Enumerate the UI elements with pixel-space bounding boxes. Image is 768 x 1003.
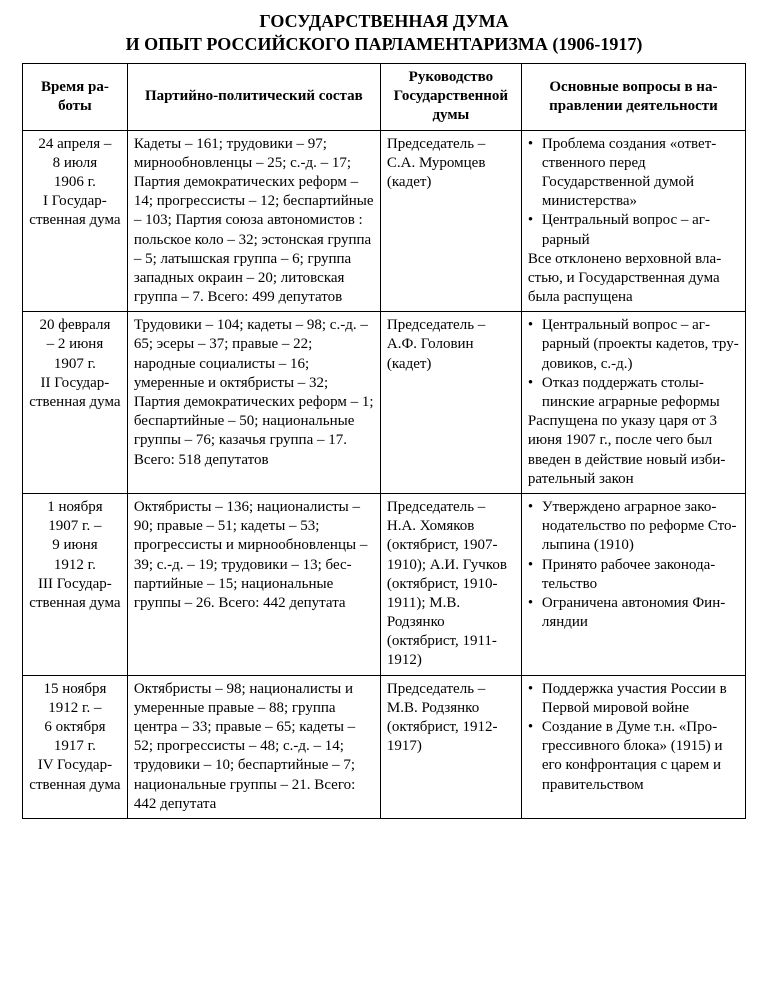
time-text: 20 февраля – 2 июня 1907 г. II Государ­с… xyxy=(29,317,120,410)
cell-issues: Утверждено аграрное зако­нодательство по… xyxy=(521,493,745,675)
issues-list: Центральный вопрос – аг­рарный (проекты … xyxy=(528,316,739,412)
page-title: ГОСУДАРСТВЕННАЯ ДУМА И ОПЫТ РОССИЙСКОГО … xyxy=(22,10,746,55)
issues-extra-text: Все отклонено верховной вла­стью, и Госу… xyxy=(528,250,739,308)
cell-issues: Центральный вопрос – аг­рарный (проекты … xyxy=(521,312,745,494)
issue-item: Поддержка участия России в Первой мирово… xyxy=(528,680,739,718)
table-row: 15 ноября 1912 г. – 6 октября 1917 г. IV… xyxy=(23,675,746,818)
cell-leadership: Председатель – Н.А. Хомяков (октябрист, … xyxy=(380,493,521,675)
issue-item: Принято рабочее законода­тельство xyxy=(528,556,739,594)
cell-time: 24 апреля – 8 июля 1906 г. I Государ­ств… xyxy=(23,130,128,312)
cell-time: 15 ноября 1912 г. – 6 октября 1917 г. IV… xyxy=(23,675,128,818)
issue-item: Центральный вопрос – аг­рарный xyxy=(528,211,739,249)
col-header-composition: Партийно-политический состав xyxy=(127,64,380,131)
cell-leadership: Председатель – М.В. Родзянко (октябрист,… xyxy=(380,675,521,818)
table-row: 24 апреля – 8 июля 1906 г. I Государ­ств… xyxy=(23,130,746,312)
page-container: ГОСУДАРСТВЕННАЯ ДУМА И ОПЫТ РОССИЙСКОГО … xyxy=(0,0,768,839)
cell-issues: Поддержка участия России в Первой мирово… xyxy=(521,675,745,818)
cell-leadership: Председатель – С.А. Муромцев (кадет) xyxy=(380,130,521,312)
col-header-issues: Основные вопросы в на­правлении деятельн… xyxy=(521,64,745,131)
table-header: Время ра­боты Партийно-политический сост… xyxy=(23,64,746,131)
col-header-time: Время ра­боты xyxy=(23,64,128,131)
issue-item: Отказ поддержать столы­пинские аграрные … xyxy=(528,374,739,412)
table-row: 20 февраля – 2 июня 1907 г. II Государ­с… xyxy=(23,312,746,494)
issue-item: Создание в Думе т.н. «Про­грессивного бл… xyxy=(528,718,739,795)
issue-item: Центральный вопрос – аг­рарный (проекты … xyxy=(528,316,739,374)
header-row: Время ра­боты Партийно-политический сост… xyxy=(23,64,746,131)
issue-item: Ограничена автономия Фин­ляндии xyxy=(528,594,739,632)
issues-list: Утверждено аграрное зако­нодательство по… xyxy=(528,498,739,632)
issue-item: Проблема создания «ответ­ственного перед… xyxy=(528,135,739,212)
time-text: 1 ноября 1907 г. – 9 июня 1912 г. III Го… xyxy=(29,499,120,611)
cell-time: 1 ноября 1907 г. – 9 июня 1912 г. III Го… xyxy=(23,493,128,675)
cell-leadership: Председатель – А.Ф. Головин (кадет) xyxy=(380,312,521,494)
table-row: 1 ноября 1907 г. – 9 июня 1912 г. III Го… xyxy=(23,493,746,675)
table-body: 24 апреля – 8 июля 1906 г. I Государ­ств… xyxy=(23,130,746,818)
cell-composition: Кадеты – 161; трудовики – 97; мирнообнов… xyxy=(127,130,380,312)
col-header-leadership: Руководство Государствен­ной думы xyxy=(380,64,521,131)
time-text: 24 апреля – 8 июля 1906 г. I Государ­ств… xyxy=(29,136,120,229)
cell-composition: Трудовики – 104; кадеты – 98; с.-д. – 65… xyxy=(127,312,380,494)
cell-issues: Проблема создания «ответ­ственного перед… xyxy=(521,130,745,312)
issues-list: Поддержка участия России в Первой мирово… xyxy=(528,680,739,795)
time-text: 15 ноября 1912 г. – 6 октября 1917 г. IV… xyxy=(29,681,120,793)
issues-extra-text: Распущена по указу царя от 3 июня 1907 г… xyxy=(528,412,739,489)
cell-composition: Октябристы – 136; национа­листы – 90; пр… xyxy=(127,493,380,675)
issue-item: Утверждено аграрное зако­нодательство по… xyxy=(528,498,739,556)
duma-table: Время ра­боты Партийно-политический сост… xyxy=(22,63,746,819)
cell-composition: Октябристы – 98; национа­листы и умеренн… xyxy=(127,675,380,818)
issues-list: Проблема создания «ответ­ственного перед… xyxy=(528,135,739,250)
cell-time: 20 февраля – 2 июня 1907 г. II Государ­с… xyxy=(23,312,128,494)
